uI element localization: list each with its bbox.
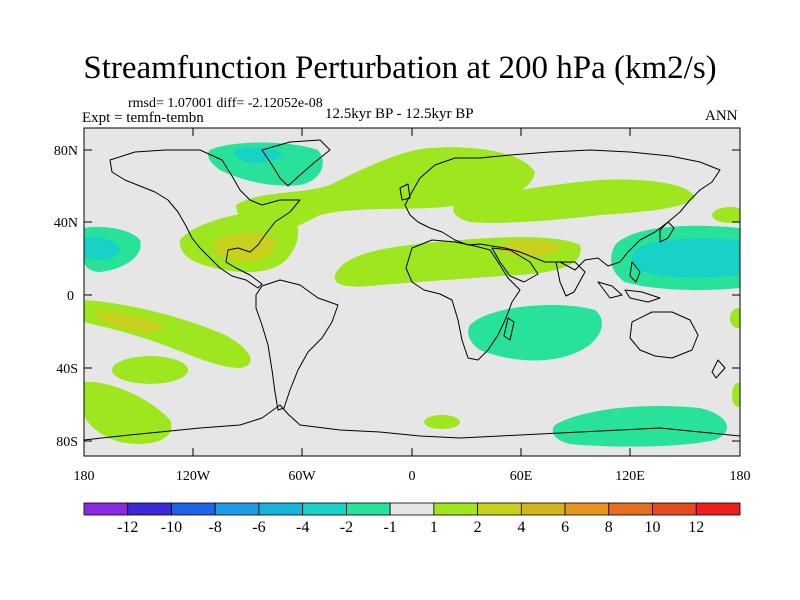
- lon-label-180e: 180: [730, 469, 751, 484]
- coastline-africa: [405, 239, 521, 361]
- colorbar: [83, 502, 741, 516]
- colorbar-box: [83, 502, 129, 516]
- colorbar-box: [477, 502, 522, 516]
- anomaly-patch-southern-ocean-west: [84, 381, 172, 444]
- stats-text: rmsd= 1.07001 diff= -2.12052e-08: [128, 96, 323, 111]
- colorbar-box: [302, 502, 347, 516]
- coastline-north-america: [109, 149, 301, 289]
- colorbar-box: [127, 502, 172, 516]
- lon-label-60w: 60W: [288, 469, 316, 484]
- lon-tick-marks: [192, 128, 631, 456]
- lat-label-80s: 80S: [56, 435, 78, 450]
- coastline-japan: [659, 221, 675, 243]
- coastline-new-zealand: [711, 359, 726, 379]
- map-title: Streamfunction Perturbation at 200 hPa (…: [83, 50, 717, 86]
- anomaly-patch-east-edge-south: [730, 308, 740, 328]
- anomaly-patch-north-america-core: [213, 232, 276, 262]
- anomaly-patch-east-edge-north: [712, 207, 740, 223]
- coastline-india: [555, 261, 586, 297]
- colorbar-box: [258, 502, 304, 516]
- lon-label-0: 0: [409, 469, 416, 484]
- experiment-label: Expt = temfn-tembn: [82, 110, 204, 126]
- colorbar-label: -8: [209, 519, 222, 536]
- season-label: ANN: [705, 108, 738, 124]
- colorbar-box: [171, 502, 216, 516]
- colorbar-box: [520, 502, 566, 516]
- coastline-australia: [629, 311, 699, 359]
- colorbar-labels: -12 -10 -8 -6 -4 -2 -1 1 2 4 6 8 10 12: [117, 519, 704, 536]
- coastline-greenland: [261, 139, 331, 187]
- colorbar-label: 4: [517, 519, 525, 536]
- anomaly-patch-west-pacific-core: [631, 238, 740, 278]
- colorbar-box: [652, 502, 697, 516]
- colorbar-box: [564, 502, 610, 516]
- colorbar-label: -10: [161, 519, 182, 536]
- colorbar-label: 2: [474, 519, 482, 536]
- lon-label-120w: 120W: [176, 469, 211, 484]
- lat-label-80n: 80N: [54, 144, 78, 159]
- anomaly-patch-greenland-core: [234, 146, 282, 164]
- anomaly-patch-south-atlantic-blob: [424, 415, 460, 429]
- colorbar-label: 6: [561, 519, 569, 536]
- coastline-se-asia-islands: [597, 261, 661, 303]
- colorbar-box: [214, 502, 260, 516]
- coastline-uk: [399, 183, 411, 201]
- anomaly-patch-south-pacific-core: [94, 310, 165, 333]
- coastline-south-america: [255, 279, 339, 411]
- anomaly-patch-northern-band: [236, 147, 535, 240]
- colorbar-label: -2: [340, 519, 353, 536]
- coastline-arabia: [491, 247, 539, 283]
- lat-label-40s: 40S: [56, 362, 78, 377]
- colorbar-label: 1: [430, 519, 438, 536]
- lon-label-60e: 60E: [510, 469, 533, 484]
- anomaly-patch-middle-east-core: [498, 239, 560, 257]
- anomaly-patch-south-indian: [468, 305, 602, 361]
- anomaly-patch-asia-band: [453, 179, 695, 223]
- colorbar-box: [695, 502, 741, 516]
- anomaly-patch-southern-ocean-east: [552, 405, 727, 447]
- period-label: 12.5kyr BP - 12.5kyr BP: [325, 106, 474, 122]
- colorbar-label: 10: [645, 519, 661, 536]
- colorbar-label: -6: [252, 519, 265, 536]
- colorbar-box: [389, 502, 435, 516]
- anomaly-patch-east-edge-far-south: [732, 383, 740, 407]
- lat-label-0: 0: [67, 289, 74, 304]
- anomaly-field: [84, 142, 740, 447]
- colorbar-label: -4: [296, 519, 309, 536]
- colorbar-label: -1: [383, 519, 396, 536]
- lon-label-180w: 180: [74, 469, 95, 484]
- colorbar-label: -12: [117, 519, 138, 536]
- colorbar-box: [608, 502, 653, 516]
- colorbar-label: 12: [688, 519, 704, 536]
- lat-label-40n: 40N: [54, 216, 78, 231]
- colorbar-box: [345, 502, 391, 516]
- coastlines: [84, 139, 740, 441]
- lat-tick-marks: [84, 149, 740, 442]
- lon-label-120e: 120E: [615, 469, 645, 484]
- anomaly-patch-east-pacific-core: [84, 237, 120, 260]
- coastline-antarctica: [84, 404, 740, 441]
- colorbar-box: [433, 502, 479, 516]
- colorbar-label: 8: [605, 519, 613, 536]
- anomaly-patch-south-blob: [112, 356, 188, 384]
- coastline-madagascar: [503, 317, 515, 341]
- coastline-eurasia: [404, 149, 721, 271]
